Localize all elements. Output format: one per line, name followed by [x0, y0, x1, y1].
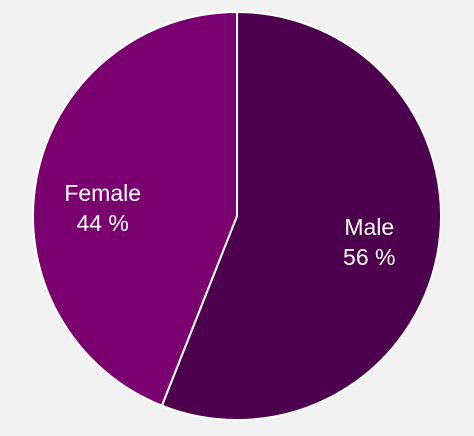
pie-slices: [32, 11, 442, 421]
pie-label-female: Female 44 %: [64, 180, 141, 236]
pie-slice-female: [32, 11, 238, 407]
pie-labels: Male 56 % Female 44 %: [64, 180, 395, 270]
slice-category-label: Female: [64, 180, 141, 206]
pie-label-male: Male 56 %: [343, 214, 395, 270]
slice-category-label: Male: [344, 214, 394, 240]
slice-value-label: 44 %: [76, 210, 128, 236]
slice-value-label: 56 %: [343, 244, 395, 270]
pie-slice-male: [160, 11, 442, 421]
